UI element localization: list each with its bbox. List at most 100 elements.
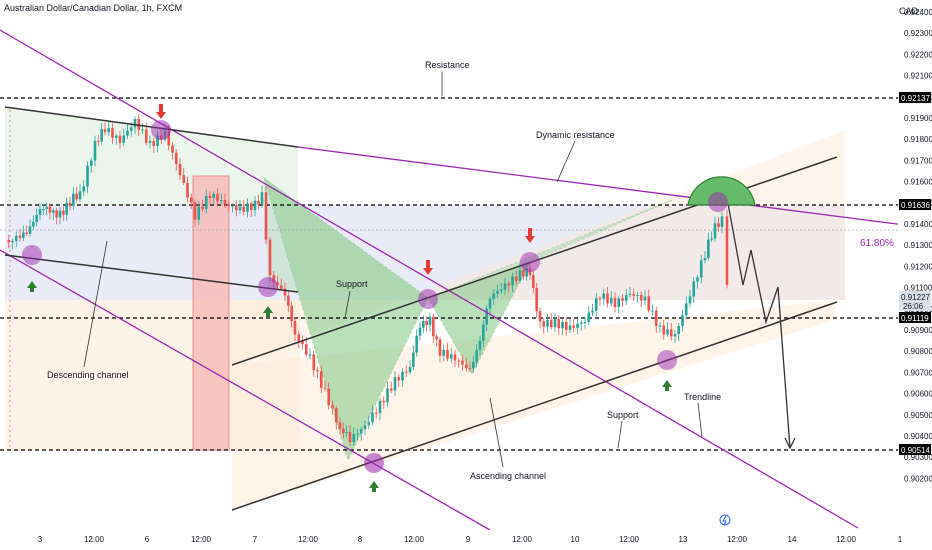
time-axis-ticks: 3 12:00 6 12:00 7 12:00 8 12:00 9 12:00 10 12:00 13 1… [38,535,903,544]
candle-body [42,208,45,210]
candle-body [264,192,268,240]
candle-body [673,334,677,337]
candle-body [227,204,231,206]
candle-body [386,388,389,403]
candle-body [514,276,518,281]
candle-body [412,352,415,367]
candle-body [212,193,216,199]
time-tick-label: 12:00 [404,535,425,544]
candle-body [482,324,485,341]
candle-body [457,360,461,362]
candle-body [367,422,371,426]
candle-body [78,191,82,200]
time-tick-label: 14 [788,535,797,544]
symbol-title: Australian Dollar/Canadian Dollar, 1h, F… [4,3,183,13]
candle-body [449,354,453,359]
candle-body [492,293,496,299]
time-tick-label: 1 [898,535,903,544]
candle-body [126,130,129,136]
svg-text:0.91227: 0.91227 [901,293,930,302]
candle-body [144,129,148,143]
price-tick-label: 0.91400 [904,220,932,229]
price-tick-label: 0.90300 [904,453,932,462]
candle-body [62,210,65,215]
price-axis[interactable] [898,0,932,530]
candle-body [356,433,359,435]
candle-body [549,319,553,328]
time-tick-label: 12:00 [727,535,748,544]
candle-body [223,199,227,205]
price-tick-label: 0.92400 [904,8,932,17]
candle-body [276,282,279,286]
price-tick-label: 0.92100 [904,72,932,81]
time-tick-label: 6 [145,535,150,544]
candle-body [32,221,35,227]
candle-body [231,205,234,207]
candle-body [617,298,621,307]
candle-body [621,298,624,301]
candle-body [496,291,499,294]
time-axis[interactable] [0,530,932,550]
candle-body [461,360,464,365]
price-label: 0.91119 [899,312,931,323]
candle-body [532,275,535,288]
candle-body [546,319,549,327]
candle-body [602,293,606,299]
candle-body [378,400,382,413]
candle-body [662,325,666,335]
candle-body [677,325,681,335]
price-tick-label: 0.91800 [904,135,932,144]
candle-body [579,322,583,324]
candle-body [345,432,348,434]
lightning-icon[interactable] [719,514,731,526]
time-tick-label: 12:00 [84,535,105,544]
candle-body [323,387,327,389]
candle-body [7,240,11,243]
candle-body [89,160,93,166]
candle-body [643,296,647,301]
annotation-label: Dynamic resistance [536,130,615,140]
candle-body [249,203,253,210]
candle-body [428,316,432,326]
candle-body [246,203,249,212]
svg-text:0.90514: 0.90514 [901,446,930,455]
candle-body [45,206,48,209]
candle-body [699,260,703,278]
annotation-label: Trendline [684,392,721,402]
price-tick-label: 0.91300 [904,241,932,250]
candle-body [389,388,393,391]
candle-body [290,305,293,321]
time-tick-label: 12:00 [619,535,640,544]
candle-body [301,341,304,345]
price-label: 0.92137 [899,92,931,103]
candle-body [38,209,42,215]
candle-body [415,335,418,353]
candle-body [156,135,159,146]
candle-body [167,130,171,146]
candle-body [327,388,331,406]
candle-body [591,310,594,313]
candle-body [268,239,272,276]
candle-body [82,186,86,192]
candle-body [93,141,97,161]
candle-body [129,127,133,131]
price-label: 0.91636 [899,199,931,210]
candle-body [499,289,503,292]
candle-body [710,238,713,240]
candle-body [363,425,367,430]
candle-body [107,127,111,133]
candle-body [475,349,478,363]
candle-body [111,127,114,138]
candle-body [152,140,156,146]
candle-body [48,206,52,213]
price-tick-label: 0.92200 [904,50,932,59]
candle-body [171,145,174,153]
price-tick-label: 0.90700 [904,368,932,377]
candle-body [122,135,126,143]
candle-body [197,206,201,220]
candle-body [453,354,457,361]
candle-body [522,270,525,277]
candle-body [35,214,38,222]
